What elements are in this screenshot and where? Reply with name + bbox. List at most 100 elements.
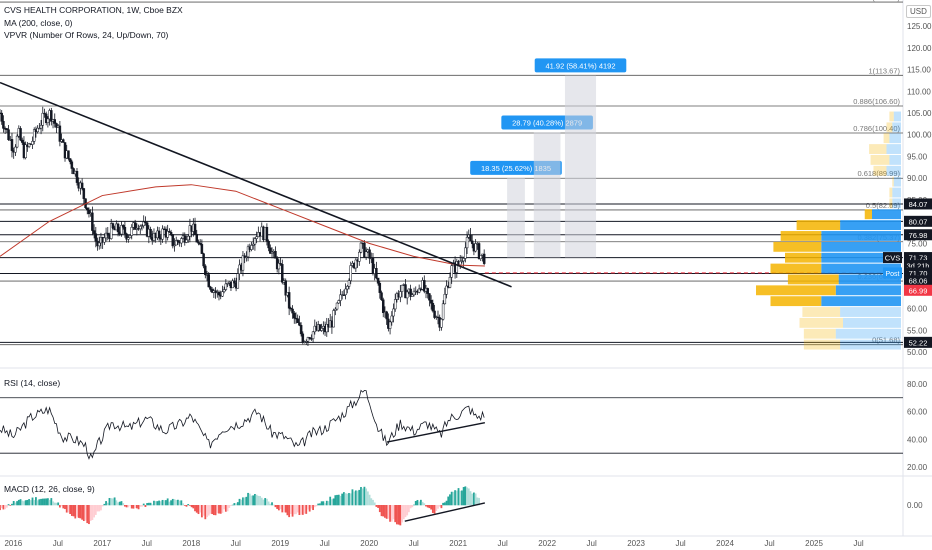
candle-body bbox=[465, 237, 469, 249]
candle-body bbox=[226, 283, 229, 285]
volume-profile-down-bar bbox=[803, 328, 836, 339]
price-pane[interactable]: 1.272(130.53) 1(113.67) 0.886(106.60) 0.786… bbox=[0, 0, 903, 347]
candle-body bbox=[180, 238, 183, 244]
macd-histogram-bar bbox=[100, 505, 102, 511]
candle-body bbox=[133, 222, 137, 230]
candle-body bbox=[310, 338, 313, 340]
candle-body bbox=[87, 209, 91, 215]
macd-histogram-bar bbox=[24, 500, 27, 506]
x-tick-label: Jul bbox=[498, 539, 508, 548]
macd-histogram-bar bbox=[187, 504, 190, 506]
currency-button[interactable]: USD bbox=[906, 5, 931, 18]
price-trendline bbox=[0, 81, 512, 288]
candle-body bbox=[376, 277, 380, 284]
macd-histogram-bar bbox=[19, 499, 22, 506]
candle-body bbox=[14, 146, 17, 153]
x-tick-label: Jul bbox=[409, 539, 419, 548]
candle-body bbox=[339, 294, 342, 301]
macd-histogram-bar bbox=[76, 505, 78, 517]
candle-body bbox=[39, 125, 43, 129]
macd-histogram-bar bbox=[159, 501, 162, 506]
fib-level-label: 1(113.67) bbox=[868, 66, 900, 75]
macd-histogram-bar bbox=[459, 490, 462, 506]
ma-legend[interactable]: MA (200, close, 0) bbox=[4, 18, 73, 28]
macd-histogram-bar bbox=[431, 505, 434, 513]
macd-histogram-bar bbox=[202, 505, 205, 516]
macd-histogram-bar bbox=[12, 501, 15, 506]
macd-histogram-bar bbox=[219, 505, 222, 514]
price-badge bbox=[904, 284, 932, 296]
macd-histogram-bar bbox=[218, 505, 220, 514]
candle-body bbox=[298, 322, 301, 326]
macd-histogram-bar bbox=[171, 498, 174, 506]
candle-body bbox=[306, 337, 310, 342]
macd-histogram-bar bbox=[272, 504, 275, 506]
candle-body bbox=[62, 139, 65, 143]
candle-body bbox=[344, 288, 347, 296]
volume-profile-up-bar bbox=[840, 339, 901, 350]
macd-histogram-bar bbox=[230, 505, 232, 506]
candle-body bbox=[296, 318, 299, 323]
macd-histogram-bar bbox=[161, 499, 164, 506]
candle-body bbox=[448, 277, 452, 288]
candle-body bbox=[291, 308, 294, 314]
price-badge-label: 66.99 bbox=[909, 286, 928, 295]
y-tick-label: 110.00 bbox=[907, 87, 931, 96]
candle-body bbox=[364, 251, 368, 258]
candle-body bbox=[347, 280, 351, 287]
candle-body bbox=[460, 260, 464, 262]
candle-body bbox=[308, 337, 311, 339]
macd-histogram-bar bbox=[277, 505, 280, 511]
macd-histogram-bar bbox=[342, 492, 345, 506]
macd-histogram-bar bbox=[38, 499, 41, 506]
y-tick-label: 100.00 bbox=[907, 131, 932, 140]
candle-body bbox=[82, 188, 86, 199]
chart-title[interactable]: CVS HEALTH CORPORATION, 1W, Cboe BZX bbox=[4, 5, 183, 15]
macd-histogram-bar bbox=[216, 505, 219, 514]
candle-body bbox=[193, 223, 197, 235]
macd-histogram-bar bbox=[153, 500, 155, 506]
macd-pane[interactable]: 0.00 bbox=[0, 486, 923, 526]
macd-histogram-bar bbox=[40, 498, 42, 506]
macd-histogram-bar bbox=[308, 505, 311, 512]
macd-histogram-bar bbox=[271, 502, 273, 506]
macd-histogram-bar bbox=[334, 495, 337, 506]
macd-histogram-bar bbox=[474, 493, 477, 506]
macd-histogram-bar bbox=[233, 503, 236, 506]
macd-histogram-bar bbox=[60, 505, 63, 507]
macd-histogram-bar bbox=[296, 505, 299, 513]
volume-profile-up-bar bbox=[835, 285, 901, 296]
macd-histogram-bar bbox=[96, 505, 99, 512]
candle-body bbox=[393, 299, 397, 310]
macd-histogram-bar bbox=[154, 501, 157, 506]
candle-body bbox=[231, 280, 234, 289]
macd-histogram-bar bbox=[106, 502, 109, 506]
candle-body bbox=[409, 288, 412, 297]
macd-histogram-bar bbox=[276, 505, 279, 509]
y-tick-label: 50.00 bbox=[907, 348, 928, 357]
vpvr-legend[interactable]: VPVR (Number Of Rows, 24, Up/Down, 70) bbox=[4, 30, 169, 40]
macd-histogram-bar bbox=[240, 499, 243, 506]
macd-histogram-bar bbox=[134, 505, 137, 509]
candle-body bbox=[380, 292, 383, 301]
rsi-pane[interactable]: 20.00 40.00 60.00 80.00 bbox=[0, 380, 928, 472]
x-tick-label: Jul bbox=[675, 539, 685, 548]
macd-histogram-bar bbox=[4, 505, 7, 510]
fib-level-label: 0.786(100.40) bbox=[853, 124, 900, 133]
rsi-legend[interactable]: RSI (14, close) bbox=[4, 378, 61, 388]
candle-body bbox=[318, 324, 322, 331]
macd-histogram-bar bbox=[319, 503, 321, 506]
candle-body bbox=[109, 223, 113, 239]
candle-body bbox=[121, 225, 125, 228]
macd-histogram-bar bbox=[461, 490, 463, 506]
macd-histogram-bar bbox=[397, 505, 400, 525]
macd-histogram-bar bbox=[173, 499, 176, 506]
candle-body bbox=[390, 315, 394, 323]
candle-body bbox=[385, 311, 388, 320]
axes: 2016 Jul 2017 Jul 2018 Jul 2019 Jul 2020 Jul 2021 J… bbox=[4, 22, 932, 548]
macd-histogram-bar bbox=[289, 505, 292, 514]
macd-legend[interactable]: MACD (12, 26, close, 9) bbox=[4, 484, 95, 494]
macd-histogram-bar bbox=[50, 498, 53, 506]
macd-histogram-bar bbox=[226, 505, 229, 512]
